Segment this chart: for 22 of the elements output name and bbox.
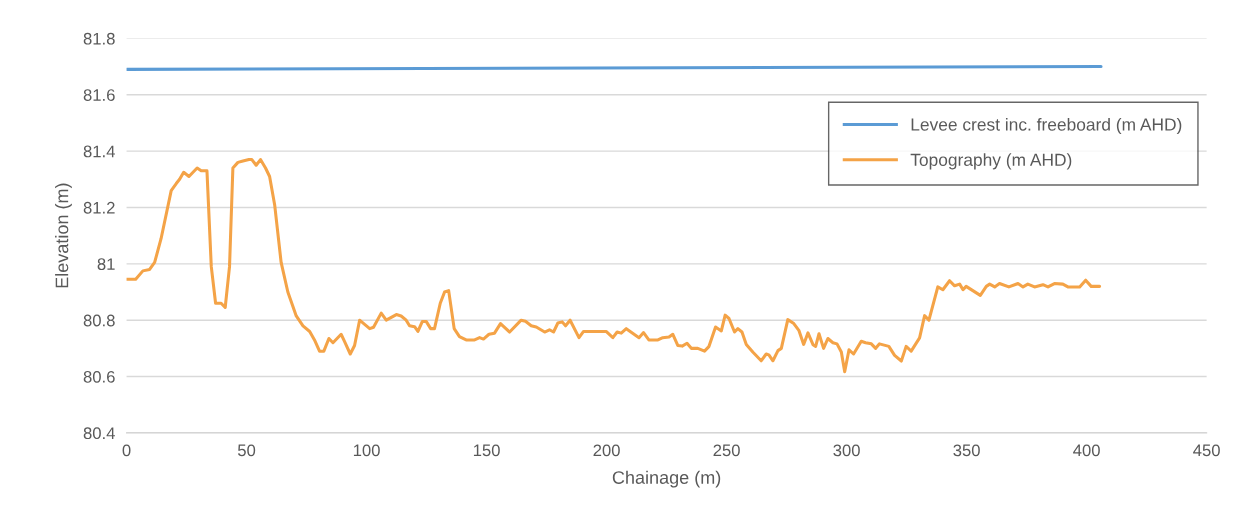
y-tick-label: 80.4: [83, 427, 115, 440]
y-tick-label: 81.4: [83, 145, 115, 158]
y-tick-label: 81.8: [83, 32, 115, 45]
x-axis-title: Chainage (m): [612, 470, 721, 488]
x-tick-label: 100: [353, 444, 380, 457]
x-tick-label: 200: [593, 444, 620, 457]
x-tick-label: 250: [713, 444, 740, 457]
legend-label: Topography (m AHD): [910, 153, 1072, 170]
legend-label: Levee crest inc. freeboard (m AHD): [911, 117, 1182, 135]
y-tick-label: 80.8: [83, 314, 115, 327]
y-tick-label: 80.6: [83, 370, 115, 383]
x-tick-label: 50: [237, 444, 256, 457]
x-tick-label: 450: [1193, 444, 1220, 457]
x-tick-label: 0: [122, 444, 131, 457]
x-tick-label: 300: [833, 444, 860, 457]
y-tick-label: 81: [97, 258, 115, 271]
y-tick-label: 81.6: [83, 89, 115, 101]
x-tick-label: 400: [1073, 444, 1100, 457]
y-axis-title: Elevation (m): [55, 183, 72, 288]
x-tick-label: 350: [953, 444, 980, 457]
y-tick-label: 81.2: [83, 201, 115, 214]
x-tick-label: 150: [473, 444, 500, 457]
